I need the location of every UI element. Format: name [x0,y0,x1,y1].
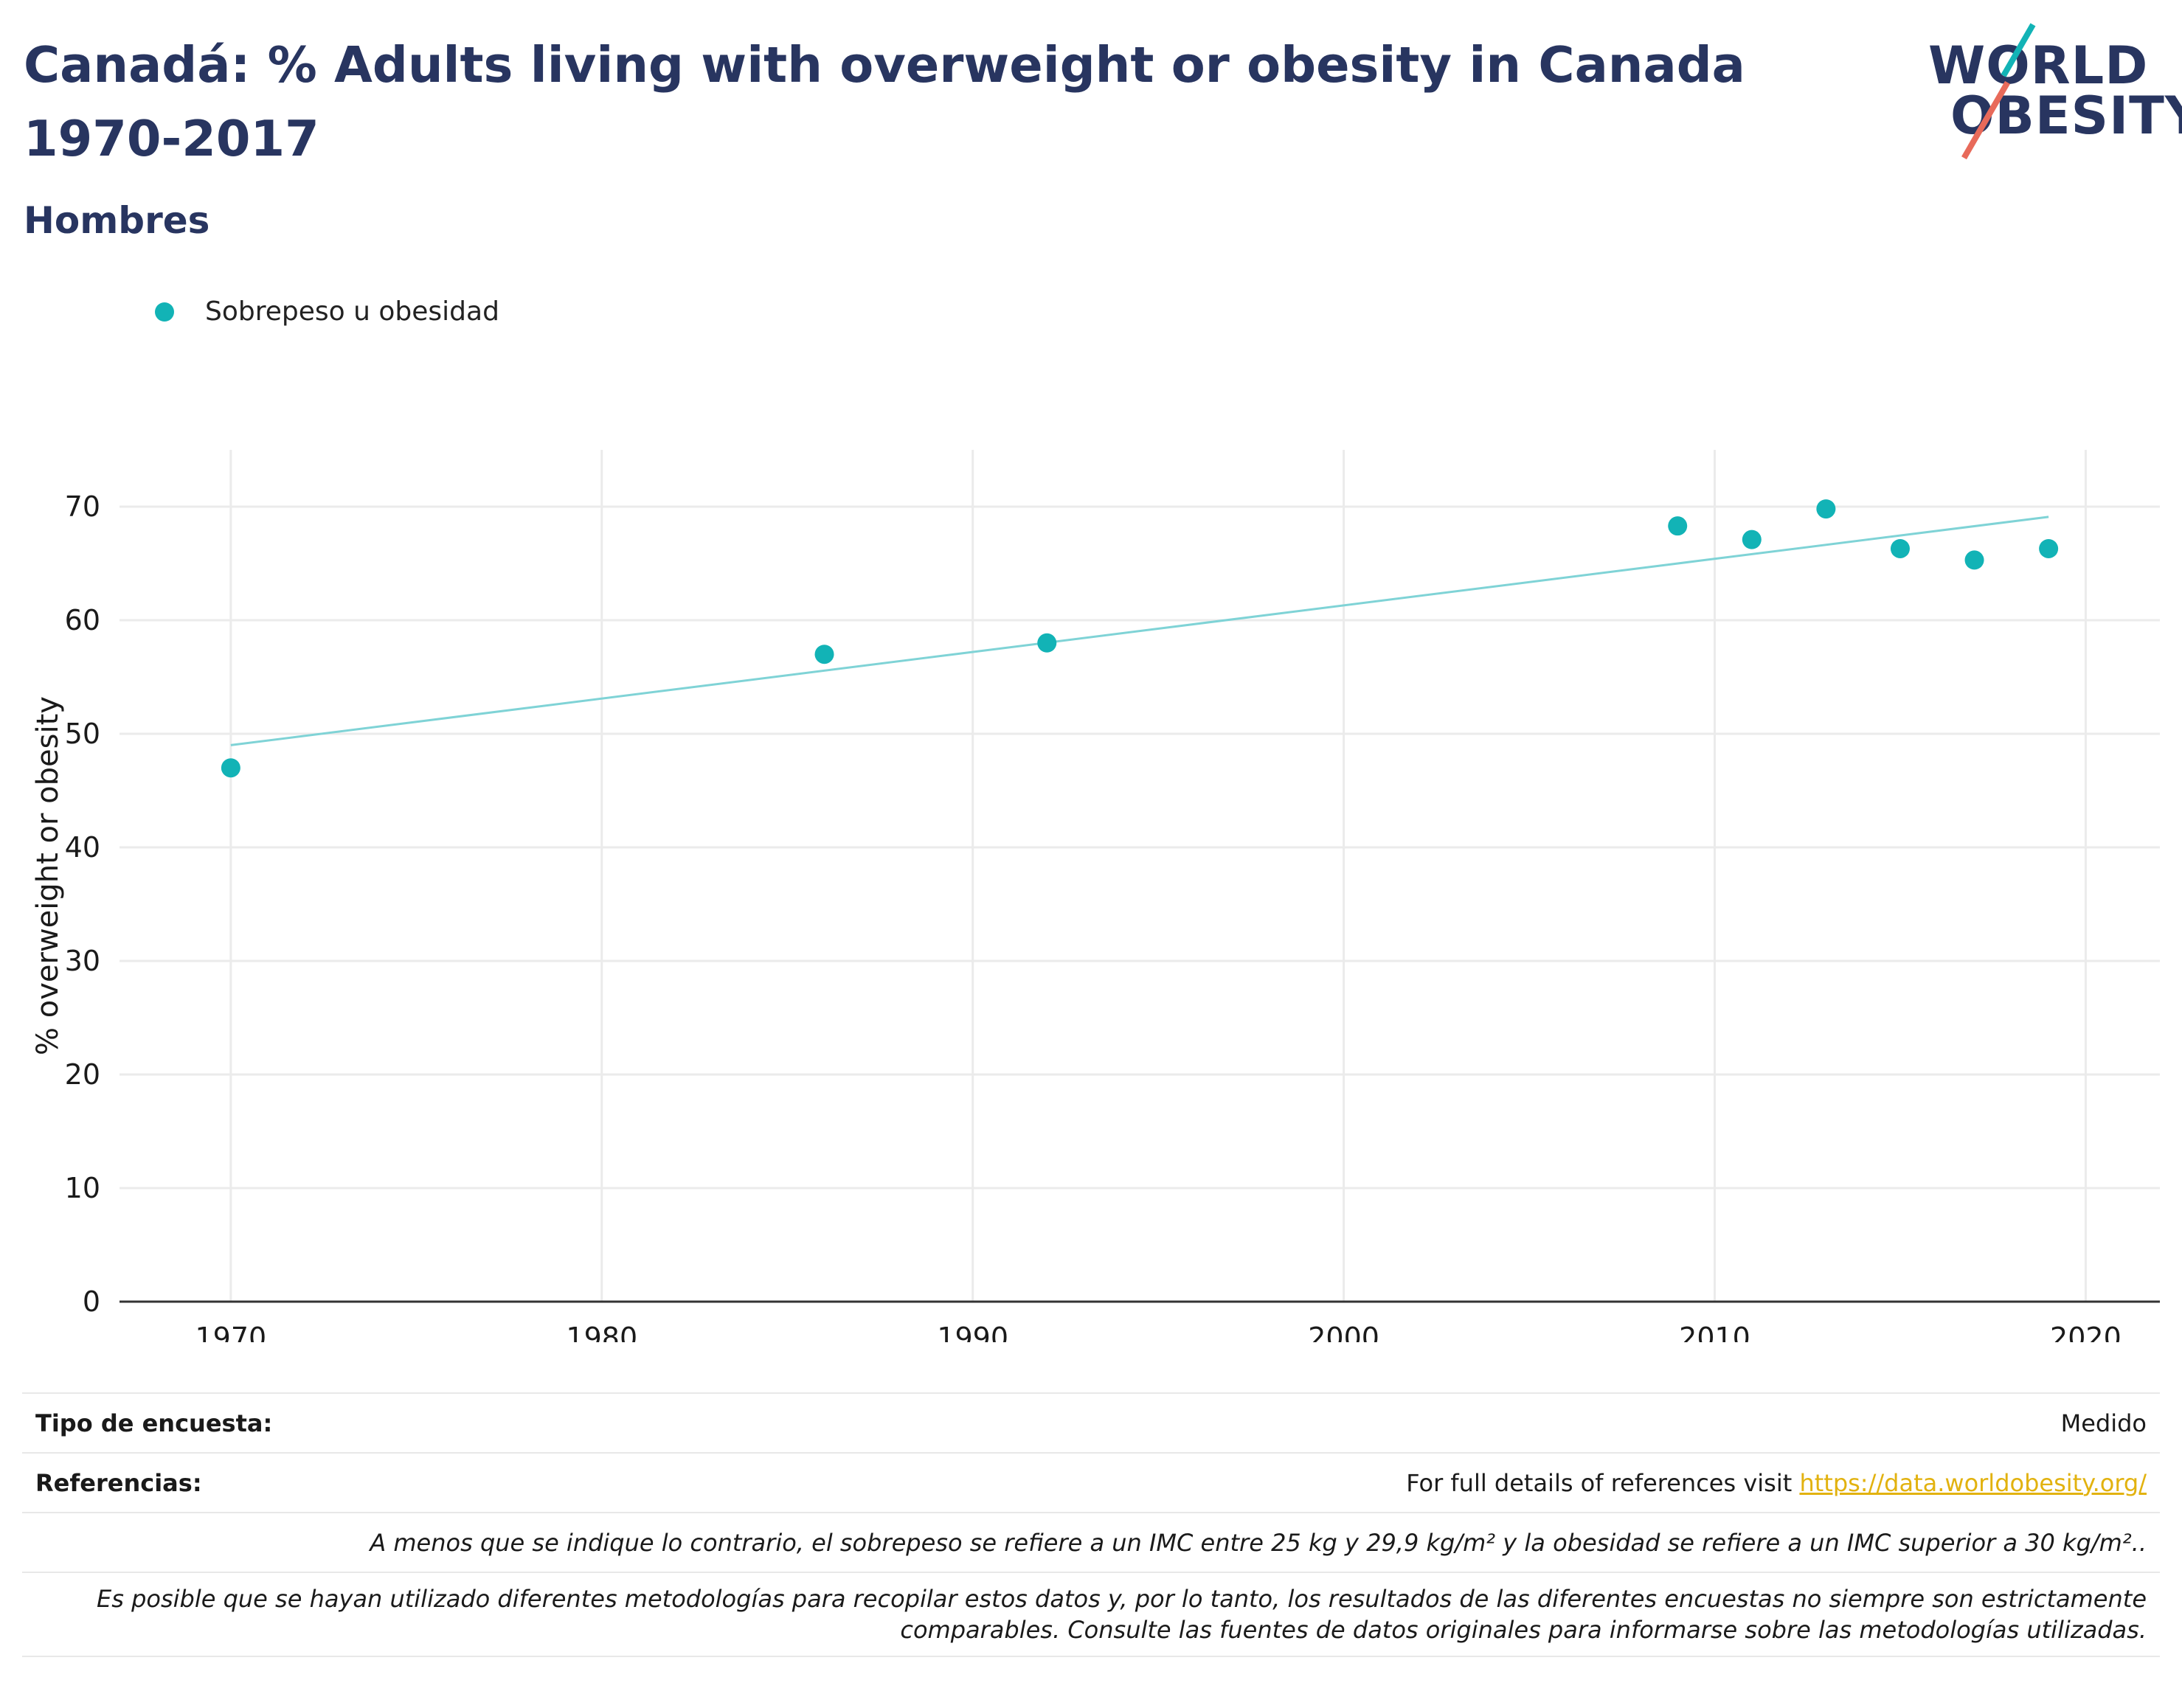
x-tick-label: 1990 [937,1322,1008,1342]
data-point [1668,516,1688,536]
survey-type-value: Medido [2060,1409,2147,1437]
references-row: Referencias: For full details of referen… [22,1452,2160,1512]
survey-type-row: Tipo de encuesta: Medido [22,1392,2160,1452]
y-tick-label: 70 [65,490,100,523]
chart-legend: Sobrepeso u obesidad [155,296,499,327]
methodology-note: Es posible que se hayan utilizado difere… [97,1585,2147,1644]
data-point [2039,538,2059,558]
chart-title: Canadá: % Adults living with overweight … [24,36,1745,167]
trend-line [230,515,2049,746]
y-axis-label: % overweight or obesity [31,696,65,1055]
data-point [814,645,834,664]
legend-marker [155,302,174,322]
data-point [1742,530,1762,549]
y-tick-label: 20 [65,1058,100,1091]
chart-subtitle: Hombres [24,199,210,242]
x-tick-label: 2010 [1679,1322,1750,1342]
y-tick-label: 40 [65,831,100,864]
scatter-chart: 0 10 20 30 40 50 60 70 1970 1980 1990 2000 2010 2020%… [31,450,2160,1342]
data-point [1037,633,1057,653]
world-obesity-logo: WORLD OBESITY [1918,22,2182,160]
y-tick-label: 10 [65,1172,100,1204]
data-point [1964,550,1984,570]
x-tick-label: 2020 [2050,1322,2122,1342]
methodology-note-row: Es posible que se hayan utilizado difere… [22,1572,2160,1657]
x-tick-label: 1980 [566,1322,637,1342]
y-tick-label: 0 [83,1285,100,1318]
bmi-note: A menos que se indique lo contrario, el … [370,1528,2147,1557]
survey-type-label: Tipo de encuesta: [35,1409,273,1437]
legend-label: Sobrepeso u obesidad [205,296,499,327]
y-tick-label: 30 [65,945,100,977]
data-point [221,758,240,778]
references-text-wrap: For full details of references visit htt… [1406,1469,2147,1497]
references-text: For full details of references visit [1406,1468,1800,1497]
y-tick-label: 60 [65,604,100,636]
x-tick-label: 2000 [1308,1322,1379,1342]
bmi-note-row: A menos que se indique lo contrario, el … [22,1512,2160,1572]
data-point [1816,499,1836,519]
data-point [1890,538,1910,558]
references-link[interactable]: https://data.worldobesity.org/ [1799,1468,2147,1497]
logo-line1: WORLD [1928,35,2149,96]
y-tick-label: 50 [65,718,100,750]
references-label: Referencias: [35,1468,202,1497]
chart-footer: Tipo de encuesta: Medido Referencias: Fo… [22,1392,2160,1657]
x-tick-label: 1970 [195,1322,267,1342]
